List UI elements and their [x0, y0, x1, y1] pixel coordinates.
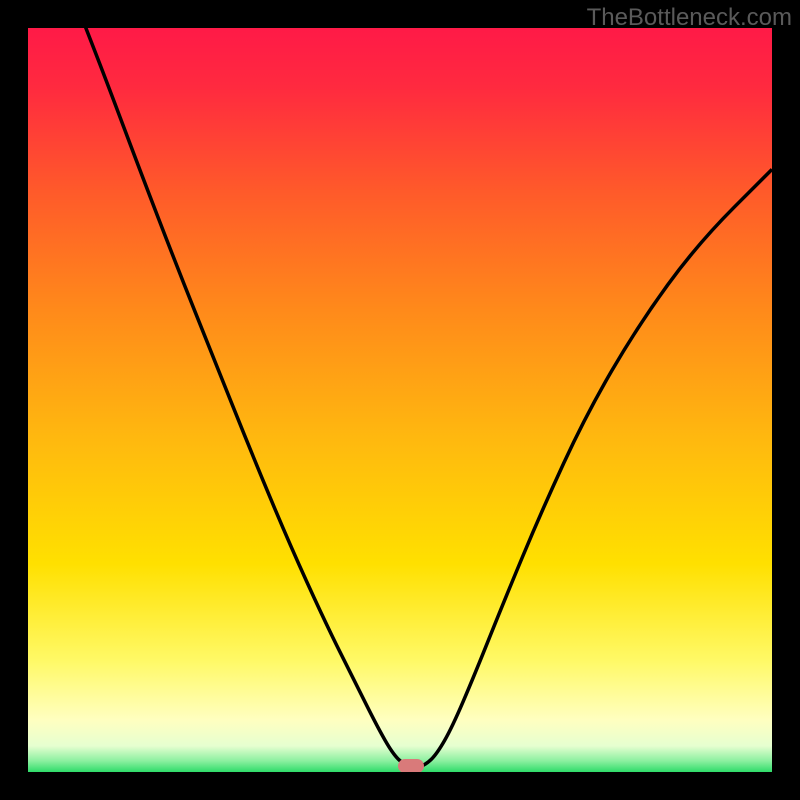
optimum-marker: [398, 759, 424, 772]
watermark-text: TheBottleneck.com: [587, 4, 792, 32]
bottleneck-curve: [28, 28, 772, 772]
plot-area: [28, 28, 772, 772]
